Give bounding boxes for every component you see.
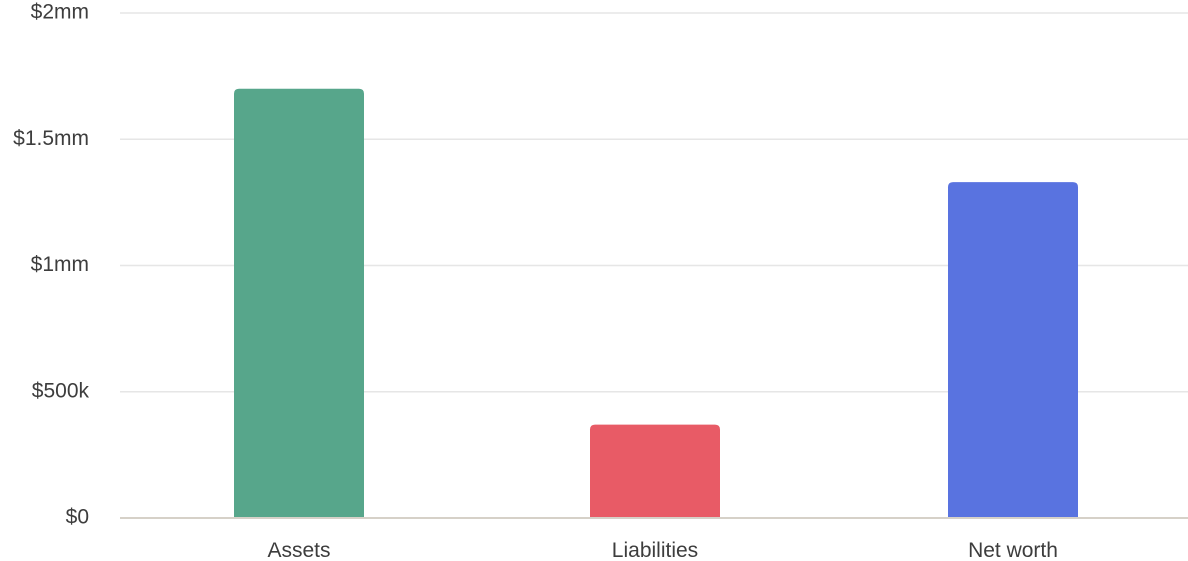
y-tick-label: $2mm xyxy=(31,1,89,24)
bar-assets[interactable] xyxy=(234,88,364,518)
x-category-label: Net worth xyxy=(968,539,1058,561)
y-tick-label: $0 xyxy=(66,506,89,529)
bars xyxy=(234,88,1078,519)
y-tick-label: $500k xyxy=(32,379,90,402)
bar-liabilities[interactable] xyxy=(590,424,720,518)
x-axis-labels: Assets Liabilities Net worth xyxy=(267,539,1057,561)
bar-net-worth[interactable] xyxy=(948,182,1078,519)
y-tick-label: $1mm xyxy=(31,253,89,276)
y-axis-ticks: $0 $500k $1mm $1.5mm $2mm xyxy=(13,1,89,529)
y-tick-label: $1.5mm xyxy=(13,127,89,150)
x-category-label: Assets xyxy=(267,539,330,561)
x-category-label: Liabilities xyxy=(612,539,698,561)
